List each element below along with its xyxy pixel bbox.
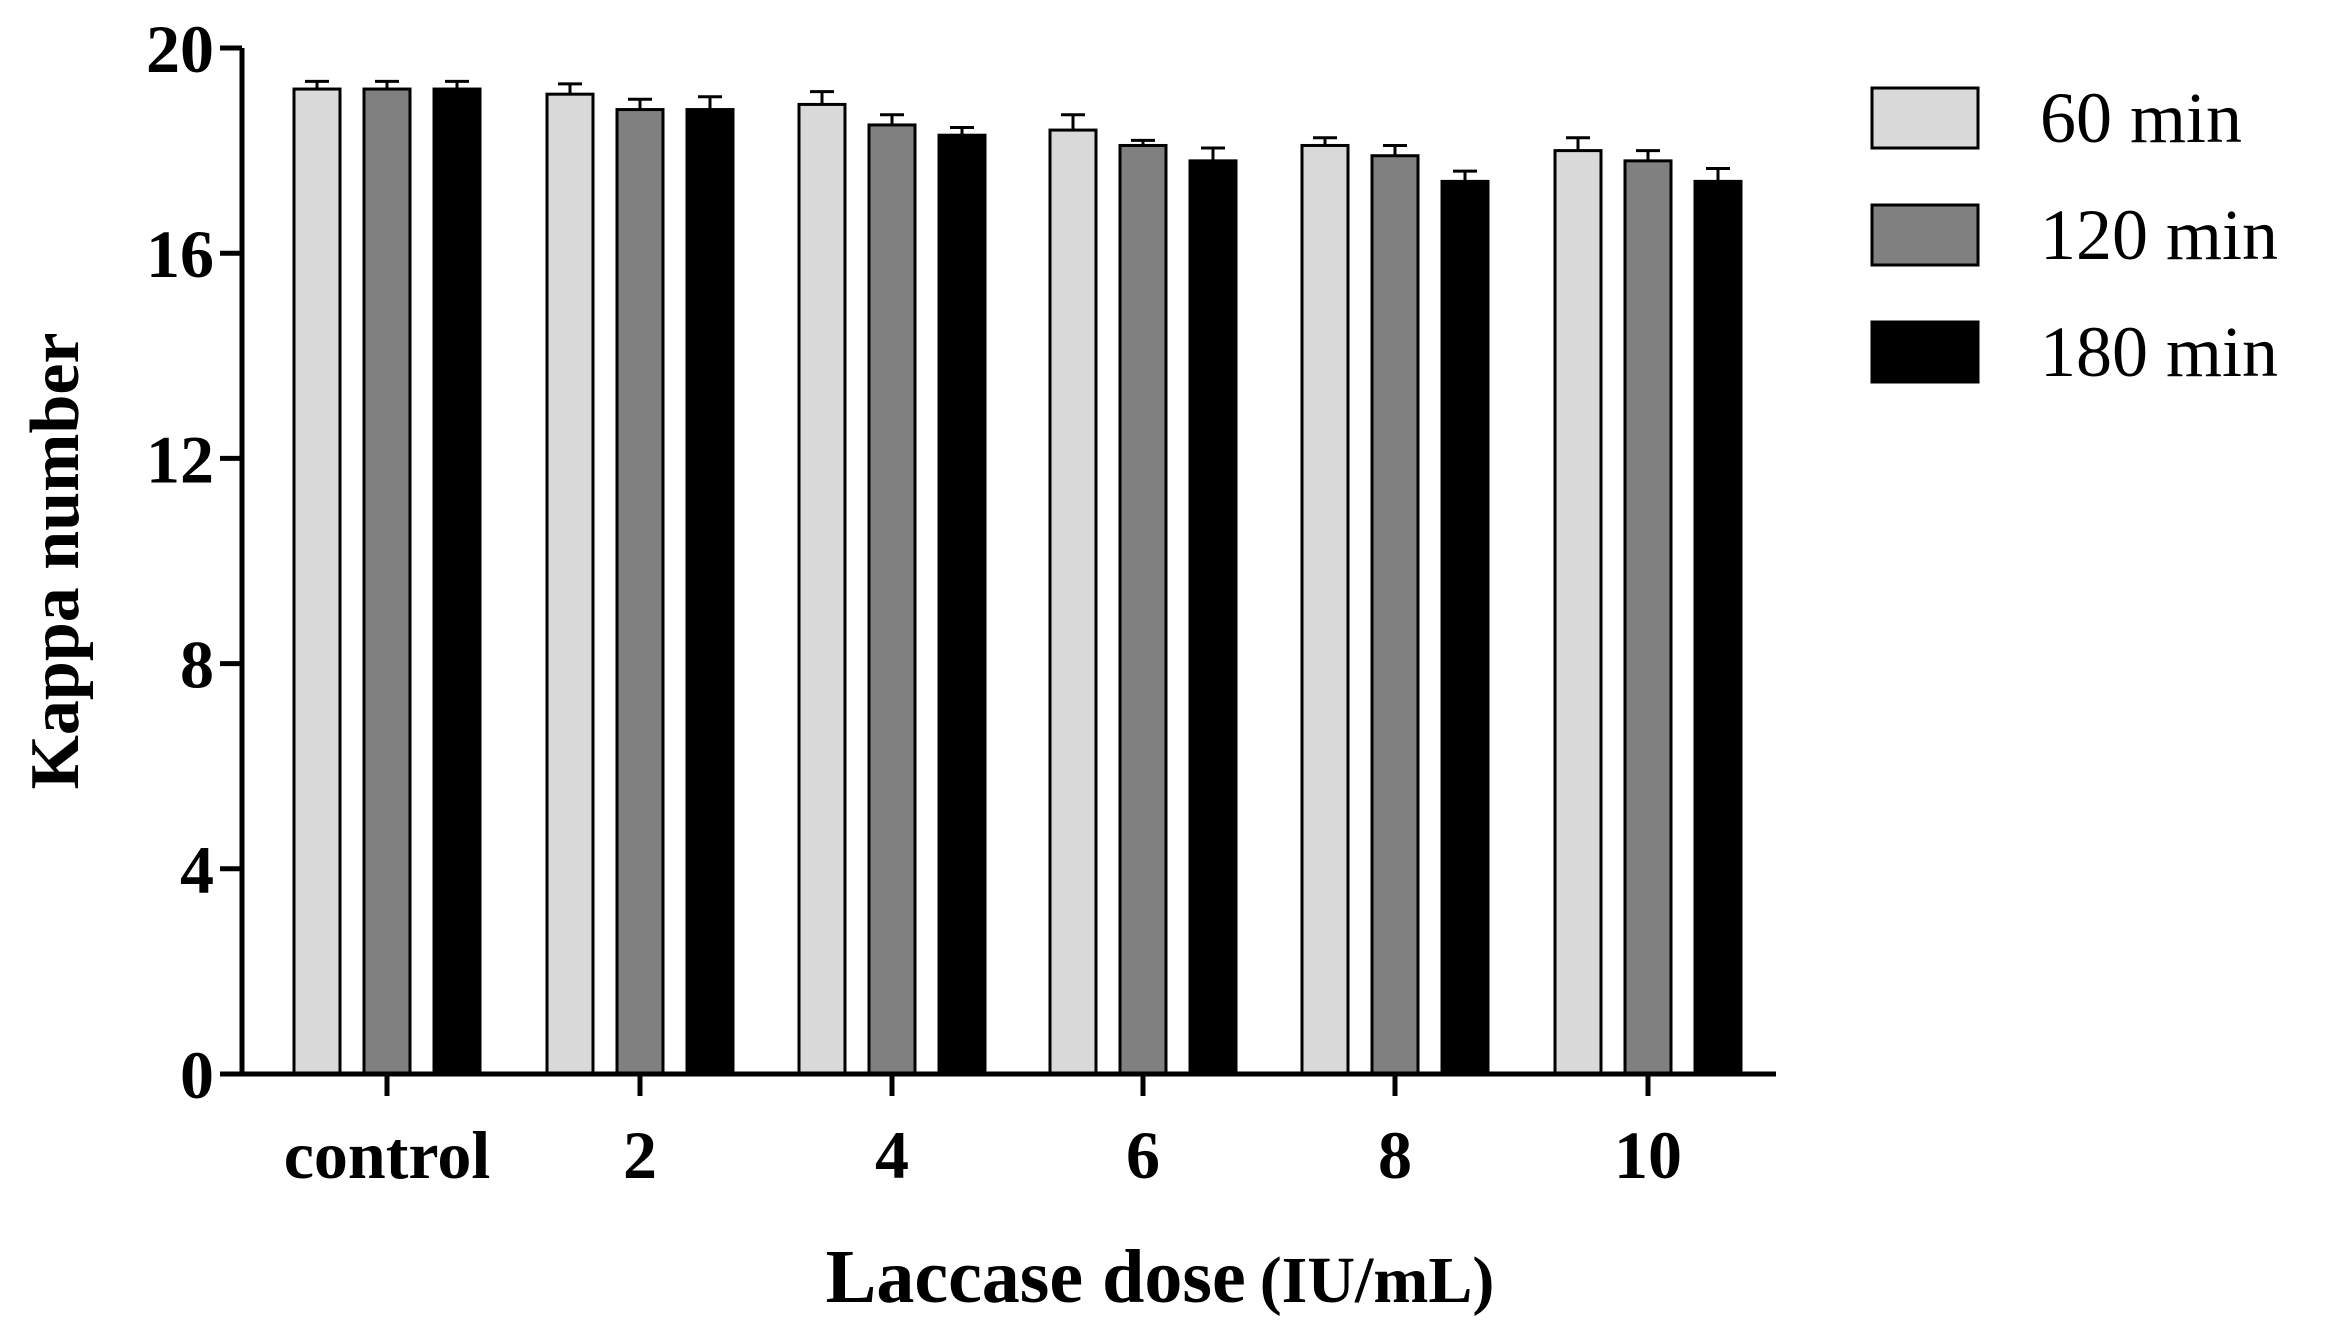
bar [1693, 179, 1743, 1076]
x-tick-label: control [284, 1117, 491, 1193]
bar [432, 87, 482, 1076]
legend-swatch [1870, 320, 1980, 384]
bar [1118, 143, 1168, 1076]
bar [685, 108, 735, 1076]
bar [1300, 143, 1350, 1076]
x-axis-title-main: Laccase dose [826, 1235, 1246, 1319]
y-tick-label: 8 [180, 627, 214, 703]
bar [615, 108, 665, 1076]
bar [1623, 159, 1673, 1076]
bars-layer [292, 87, 1743, 1076]
bar [1048, 128, 1098, 1076]
x-axis-title: Laccase dose (IU/mL) [826, 1235, 1495, 1319]
y-tick-label: 12 [146, 421, 214, 497]
ticks-layer: 0 4 8 12 16 20 control 2 4 6 8 10 [146, 11, 1682, 1193]
y-tick-label: 0 [180, 1037, 214, 1113]
legend-label: 180 min [2040, 312, 2278, 392]
legend-label: 60 min [2040, 78, 2242, 158]
x-tick-label: 8 [1378, 1117, 1412, 1193]
bar [292, 87, 342, 1076]
bar [545, 92, 595, 1076]
y-tick-label: 16 [146, 216, 214, 292]
legend-label: 120 min [2040, 195, 2278, 275]
y-tick-label: 20 [146, 11, 214, 87]
bar [937, 133, 987, 1076]
bar [1553, 149, 1603, 1076]
error-bars-layer [305, 79, 1730, 182]
bar [867, 123, 917, 1076]
x-tick-label: 2 [623, 1117, 657, 1193]
axes-layer [239, 48, 1776, 1077]
legend-swatch [1870, 203, 1980, 267]
x-tick-label: 6 [1126, 1117, 1160, 1193]
y-axis-title: Kappa number [17, 332, 94, 789]
x-axis-title-unit: (IU/mL) [1260, 1244, 1495, 1317]
x-tick-label: 10 [1614, 1117, 1682, 1193]
legend-swatch [1870, 86, 1980, 150]
legend: 60 min 120 min 180 min [1870, 78, 2278, 392]
y-tick-label: 4 [180, 832, 214, 908]
bar [1440, 179, 1490, 1076]
bar [1188, 159, 1238, 1076]
bar [362, 87, 412, 1076]
x-tick-label: 4 [875, 1117, 909, 1193]
bar [1370, 154, 1420, 1076]
bar [797, 102, 847, 1076]
